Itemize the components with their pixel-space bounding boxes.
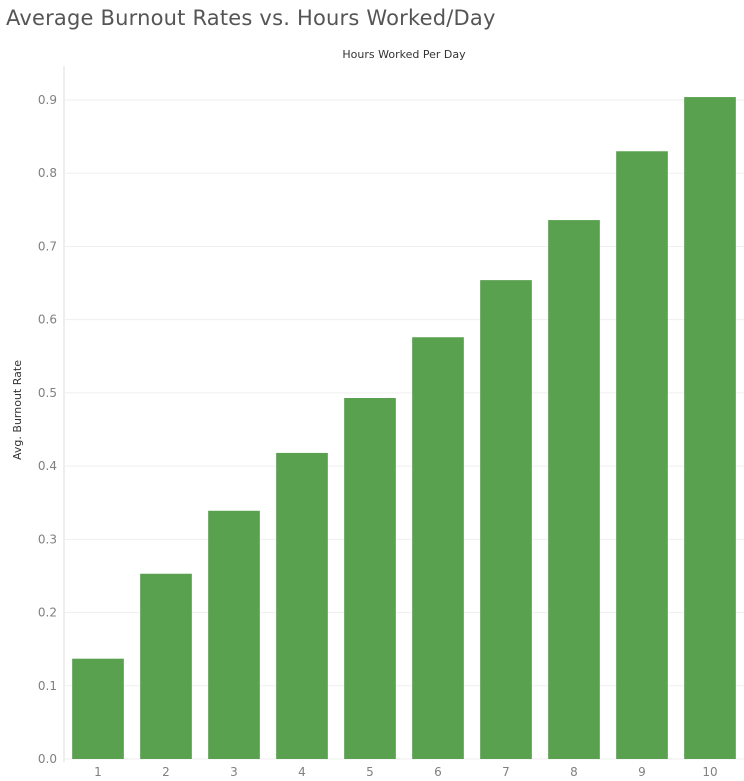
bar-5[interactable] bbox=[344, 398, 396, 759]
bar-7[interactable] bbox=[480, 280, 532, 759]
y-axis-title: Avg. Burnout Rate bbox=[11, 360, 24, 460]
bars bbox=[72, 97, 736, 760]
bar-6[interactable] bbox=[412, 337, 464, 759]
chart-title: Average Burnout Rates vs. Hours Worked/D… bbox=[6, 6, 496, 30]
y-tick-label: 0.6 bbox=[38, 313, 57, 327]
x-tick-label: 6 bbox=[434, 765, 442, 779]
x-tick-label: 7 bbox=[502, 765, 510, 779]
bar-9[interactable] bbox=[616, 151, 668, 759]
y-tick-label: 0.9 bbox=[38, 93, 57, 107]
y-tick-label: 0.4 bbox=[38, 459, 57, 473]
x-tick-label: 10 bbox=[702, 765, 717, 779]
x-tick-label: 5 bbox=[366, 765, 374, 779]
y-tick-label: 0.2 bbox=[38, 606, 57, 620]
bar-1[interactable] bbox=[72, 658, 124, 759]
x-axis-title: Hours Worked Per Day bbox=[342, 48, 466, 61]
x-tick-label: 8 bbox=[570, 765, 578, 779]
bar-4[interactable] bbox=[276, 452, 328, 759]
x-tick-label: 3 bbox=[230, 765, 238, 779]
bar-8[interactable] bbox=[548, 220, 600, 759]
bar-10[interactable] bbox=[684, 97, 736, 760]
y-tick-label: 0.3 bbox=[38, 532, 57, 546]
y-tick-label: 0.8 bbox=[38, 166, 57, 180]
y-tick-label: 0.0 bbox=[38, 752, 57, 766]
y-tick-label: 0.1 bbox=[38, 679, 57, 693]
bar-2[interactable] bbox=[140, 573, 192, 759]
bar-3[interactable] bbox=[208, 510, 260, 759]
y-tick-label: 0.5 bbox=[38, 386, 57, 400]
y-axis-ticks: 0.0 0.1 0.2 0.3 0.4 0.5 0.6 0.7 0.8 0.9 bbox=[38, 93, 57, 766]
x-tick-label: 2 bbox=[162, 765, 170, 779]
x-tick-label: 4 bbox=[298, 765, 306, 779]
x-tick-label: 1 bbox=[94, 765, 102, 779]
x-axis-ticks: 1 2 3 4 5 6 7 8 9 10 bbox=[94, 765, 717, 779]
y-tick-label: 0.7 bbox=[38, 239, 57, 253]
x-tick-label: 9 bbox=[638, 765, 646, 779]
